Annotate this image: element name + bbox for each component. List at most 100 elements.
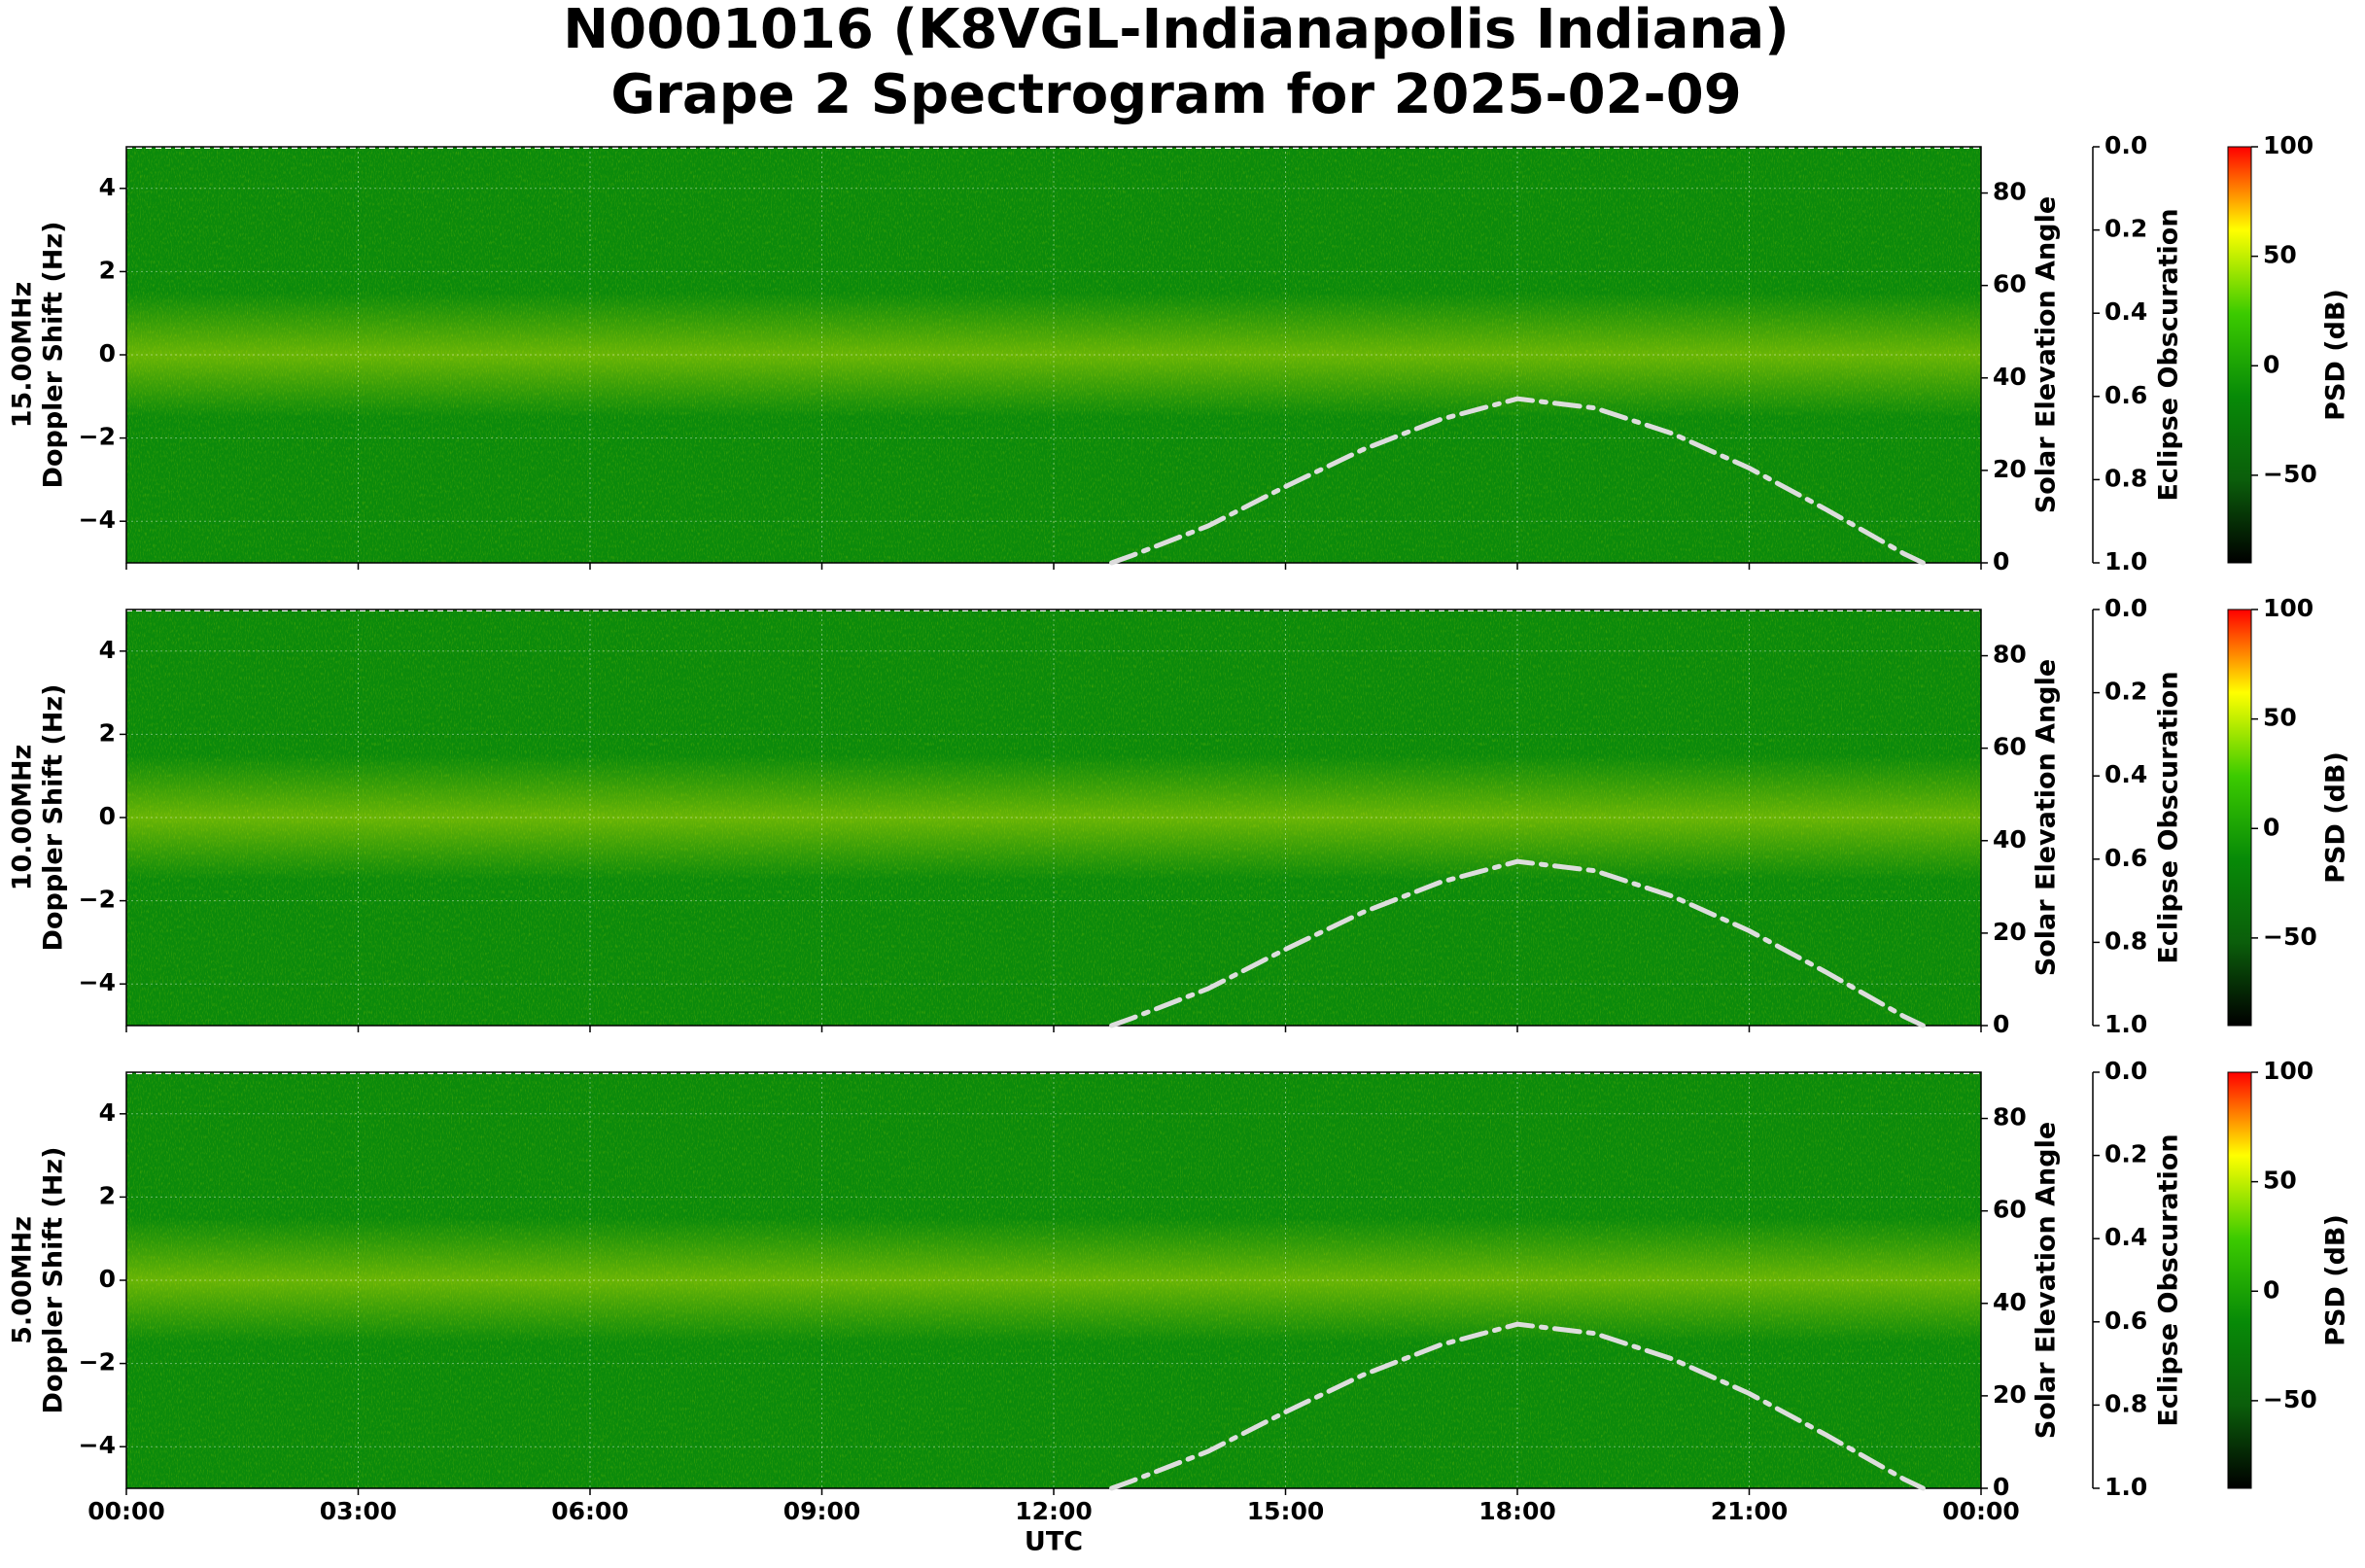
x-tick-label: 21:00 (1711, 1497, 1789, 1525)
y3-tick-label: 0.0 (2104, 131, 2147, 159)
colorbar-tick-label: −50 (2263, 460, 2317, 488)
y2-tick-label: 20 (1993, 455, 2027, 483)
y3-tick-label: 0.8 (2104, 1389, 2147, 1417)
colorbar-tick-label: −50 (2263, 923, 2317, 951)
y-tick-label: 2 (99, 256, 116, 284)
y3-tick-label: 0.0 (2104, 1057, 2147, 1085)
y2-tick-label: 40 (1993, 825, 2027, 854)
y-axis-label: Doppler Shift (Hz) (39, 222, 69, 489)
y-axis-label: Doppler Shift (Hz) (39, 1147, 69, 1414)
x-tick-label: 12:00 (1015, 1497, 1093, 1525)
y3-tick-label: 0.8 (2104, 464, 2147, 492)
y-tick-label: −2 (79, 1348, 116, 1376)
y-tick-label: −2 (79, 886, 116, 914)
colorbar-tick-label: 100 (2263, 594, 2313, 622)
y3-tick-label: 0.4 (2104, 760, 2147, 788)
y3-tick-label: 0.2 (2104, 1140, 2147, 1168)
y2-axis-label: Solar Elevation Angle (2032, 196, 2062, 513)
colorbar-tick-label: 0 (2263, 350, 2279, 378)
colorbar-tick-label: −50 (2263, 1385, 2317, 1413)
colorbar (2227, 146, 2252, 564)
y-tick-label: 0 (99, 1265, 116, 1293)
elevation-line (1109, 396, 1926, 566)
colorbar-tick-label: 100 (2263, 131, 2313, 159)
y2-tick-label: 60 (1993, 733, 2027, 761)
y-tick-label: 4 (99, 636, 116, 664)
colorbar-label: PSD (dB) (2321, 751, 2351, 884)
y-tick-label: 0 (99, 339, 116, 367)
y-axis-label: 5.00MHz (8, 1216, 38, 1344)
y2-tick-label: 40 (1993, 1288, 2027, 1316)
y-tick-label: 2 (99, 718, 116, 747)
y3-tick-label: 0.2 (2104, 678, 2147, 706)
y-tick-label: 2 (99, 1181, 116, 1209)
y3-tick-label: 0.2 (2104, 215, 2147, 243)
y-axis-label: 10.00MHz (8, 745, 38, 891)
y-axis-label: 15.00MHz (8, 282, 38, 429)
plot-frame (125, 1071, 1982, 1489)
y2-tick-label: 0 (1993, 547, 2009, 575)
y3-tick-label: 0.6 (2104, 844, 2147, 872)
x-tick-label: 00:00 (1942, 1497, 2020, 1525)
colorbar-tick-label: 50 (2263, 1167, 2297, 1195)
y2-tick-label: 60 (1993, 270, 2027, 298)
y-tick-label: −2 (79, 423, 116, 451)
title-line: N0001016 (K8VGL-Indianapolis Indiana) (563, 0, 1790, 61)
x-tick-label: 09:00 (783, 1497, 861, 1525)
plot-frame (125, 609, 1982, 1027)
y3-axis-label: Eclipse Obscuration (2154, 1133, 2184, 1426)
y-tick-label: 4 (99, 1098, 116, 1127)
y-tick-label: −4 (79, 505, 116, 534)
colorbar-label: PSD (dB) (2321, 289, 2351, 421)
elevation-line (1109, 1321, 1926, 1491)
colorbar (2227, 609, 2252, 1027)
colorbar-tick-label: 50 (2263, 241, 2297, 269)
x-tick-label: 18:00 (1478, 1497, 1556, 1525)
x-tick-label: 06:00 (551, 1497, 629, 1525)
y3-tick-label: 0.6 (2104, 1307, 2147, 1335)
colorbar-tick-label: 100 (2263, 1057, 2313, 1085)
x-tick-label: 00:00 (87, 1497, 165, 1525)
plot-frame (125, 146, 1982, 564)
y2-axis-label: Solar Elevation Angle (2032, 1122, 2062, 1439)
x-axis-label: UTC (1025, 1527, 1083, 1557)
y3-tick-label: 0.4 (2104, 1223, 2147, 1251)
colorbar-tick-label: 0 (2263, 813, 2279, 841)
x-tick-label: 15:00 (1247, 1497, 1325, 1525)
y3-axis-label: Eclipse Obscuration (2154, 671, 2184, 963)
title-line: Grape 2 Spectrogram for 2025-02-09 (610, 63, 1741, 126)
y-tick-label: −4 (79, 1431, 116, 1459)
colorbar-tick-label: 50 (2263, 704, 2297, 732)
x-tick-label: 03:00 (320, 1497, 398, 1525)
y3-tick-label: 1.0 (2104, 547, 2147, 575)
y-tick-label: −4 (79, 968, 116, 996)
y3-tick-label: 0.4 (2104, 297, 2147, 326)
y2-tick-label: 0 (1993, 1473, 2009, 1501)
spectrogram-band (126, 1217, 1981, 1343)
y3-tick-label: 1.0 (2104, 1473, 2147, 1501)
y3-tick-label: 0.6 (2104, 381, 2147, 409)
y3-tick-label: 0.0 (2104, 594, 2147, 622)
colorbar-label: PSD (dB) (2321, 1214, 2351, 1346)
y2-tick-label: 0 (1993, 1010, 2009, 1038)
y2-tick-label: 80 (1993, 1103, 2027, 1132)
y2-tick-label: 80 (1993, 178, 2027, 206)
y2-tick-label: 20 (1993, 918, 2027, 946)
y-axis-label: Doppler Shift (Hz) (39, 684, 69, 952)
colorbar (2227, 1071, 2252, 1489)
spectrogram-band (126, 292, 1981, 418)
y-tick-label: 4 (99, 173, 116, 201)
y2-tick-label: 60 (1993, 1196, 2027, 1224)
y3-axis-label: Eclipse Obscuration (2154, 208, 2184, 501)
elevation-line (1109, 858, 1926, 1028)
y2-tick-label: 20 (1993, 1380, 2027, 1409)
y3-tick-label: 0.8 (2104, 926, 2147, 955)
colorbar-tick-label: 0 (2263, 1275, 2279, 1304)
y2-axis-label: Solar Elevation Angle (2032, 659, 2062, 976)
y2-tick-label: 40 (1993, 363, 2027, 391)
spectrogram-band (126, 754, 1981, 881)
y-tick-label: 0 (99, 802, 116, 830)
y3-tick-label: 1.0 (2104, 1010, 2147, 1038)
